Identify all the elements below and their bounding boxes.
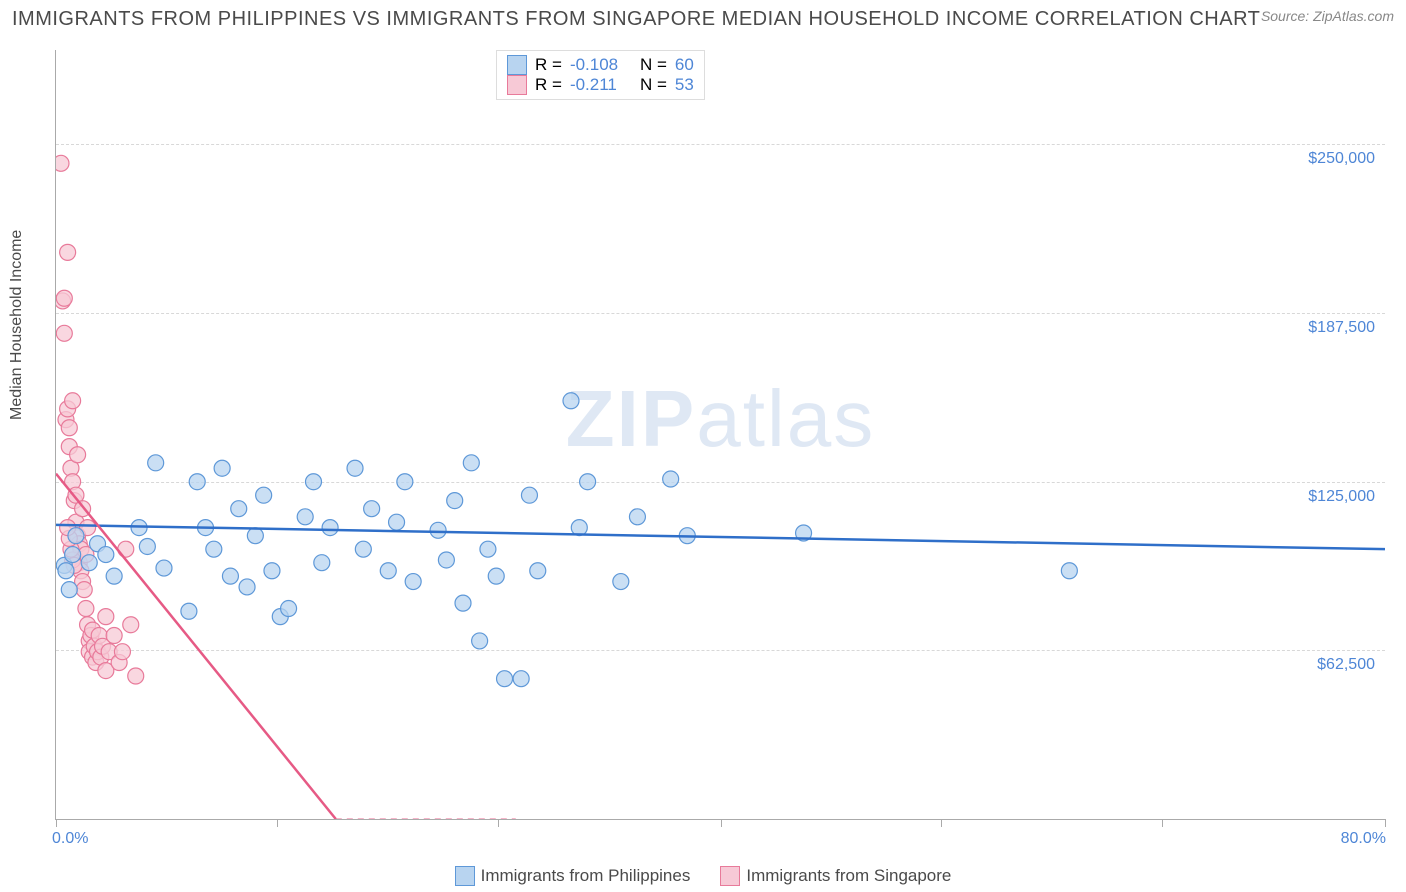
r-label: R = xyxy=(535,75,562,95)
x-tick xyxy=(498,819,499,827)
x-tick xyxy=(1385,819,1386,827)
x-tick xyxy=(941,819,942,827)
legend-row-singapore: R = -0.211 N = 53 xyxy=(507,75,694,95)
legend-row-philippines: R = -0.108 N = 60 xyxy=(507,55,694,75)
r-value-b: -0.211 xyxy=(570,75,620,95)
scatter-svg xyxy=(56,50,1385,819)
y-axis-label: Median Household Income xyxy=(8,230,26,420)
swatch-philippines xyxy=(507,55,527,75)
swatch-philippines xyxy=(455,866,475,886)
chart-plot-area: ZIPatlas R = -0.108 N = 60 R = -0.211 N … xyxy=(55,50,1385,820)
x-axis-start-label: 0.0% xyxy=(52,830,88,848)
legend-correlation: R = -0.108 N = 60 R = -0.211 N = 53 xyxy=(496,50,705,100)
x-tick xyxy=(277,819,278,827)
r-label: R = xyxy=(535,55,562,75)
n-label: N = xyxy=(640,55,667,75)
x-tick xyxy=(721,819,722,827)
x-tick xyxy=(56,819,57,827)
r-value-a: -0.108 xyxy=(570,55,620,75)
page-title: IMMIGRANTS FROM PHILIPPINES VS IMMIGRANT… xyxy=(12,8,1260,31)
legend-label: Immigrants from Singapore xyxy=(746,866,951,886)
swatch-singapore xyxy=(720,866,740,886)
n-label: N = xyxy=(640,75,667,95)
x-tick xyxy=(1162,819,1163,827)
n-value-b: 53 xyxy=(675,75,694,95)
legend-item-singapore: Immigrants from Singapore xyxy=(720,866,951,886)
swatch-singapore xyxy=(507,75,527,95)
legend-label: Immigrants from Philippines xyxy=(481,866,691,886)
legend-item-philippines: Immigrants from Philippines xyxy=(455,866,691,886)
x-axis-end-label: 80.0% xyxy=(1341,830,1386,848)
n-value-a: 60 xyxy=(675,55,694,75)
legend-series: Immigrants from Philippines Immigrants f… xyxy=(0,866,1406,886)
source-credit: Source: ZipAtlas.com xyxy=(1261,8,1394,24)
